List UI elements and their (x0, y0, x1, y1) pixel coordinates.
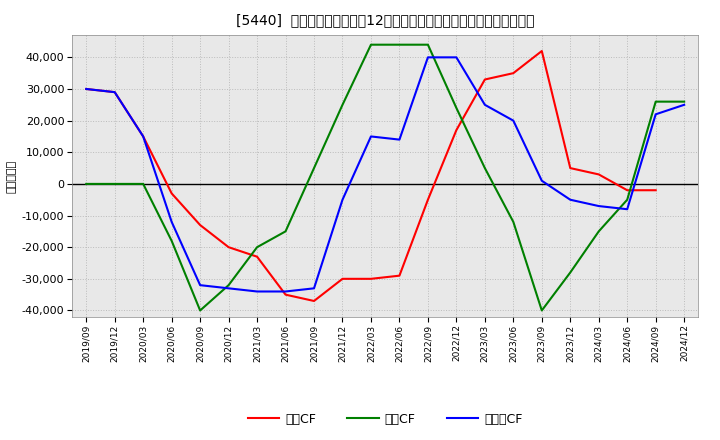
投資CF (225, 282, 233, 288)
営業CF (310, 298, 318, 304)
フリーCF (395, 137, 404, 142)
投資CF (480, 165, 489, 171)
フリーCF (139, 134, 148, 139)
投資CF (82, 181, 91, 187)
投資CF (423, 42, 432, 48)
営業CF (480, 77, 489, 82)
営業CF (82, 86, 91, 92)
営業CF (623, 187, 631, 193)
フリーCF (82, 86, 91, 92)
投資CF (139, 181, 148, 187)
投資CF (623, 197, 631, 202)
投資CF (338, 102, 347, 107)
営業CF (566, 165, 575, 171)
Title: [5440]  キャッシュフローの12か月移動合計の対前年同期増減額の推移: [5440] キャッシュフローの12か月移動合計の対前年同期増減額の推移 (236, 13, 534, 27)
営業CF (509, 70, 518, 76)
営業CF (225, 245, 233, 250)
営業CF (338, 276, 347, 282)
投資CF (366, 42, 375, 48)
フリーCF (480, 102, 489, 107)
フリーCF (509, 118, 518, 123)
Legend: 営業CF, 投資CF, フリーCF: 営業CF, 投資CF, フリーCF (243, 407, 528, 430)
営業CF (537, 48, 546, 54)
営業CF (395, 273, 404, 279)
投資CF (509, 219, 518, 224)
Y-axis label: （百万円）: （百万円） (6, 159, 16, 193)
営業CF (167, 191, 176, 196)
投資CF (282, 229, 290, 234)
営業CF (253, 254, 261, 259)
投資CF (452, 105, 461, 110)
フリーCF (282, 289, 290, 294)
フリーCF (537, 178, 546, 183)
フリーCF (652, 112, 660, 117)
フリーCF (566, 197, 575, 202)
投資CF (167, 238, 176, 243)
営業CF (139, 134, 148, 139)
投資CF (595, 229, 603, 234)
投資CF (566, 270, 575, 275)
営業CF (282, 292, 290, 297)
投資CF (253, 245, 261, 250)
投資CF (196, 308, 204, 313)
営業CF (452, 128, 461, 133)
フリーCF (423, 55, 432, 60)
投資CF (680, 99, 688, 104)
営業CF (110, 89, 119, 95)
営業CF (366, 276, 375, 282)
投資CF (537, 308, 546, 313)
営業CF (423, 197, 432, 202)
投資CF (652, 99, 660, 104)
フリーCF (595, 203, 603, 209)
フリーCF (310, 286, 318, 291)
フリーCF (338, 197, 347, 202)
投資CF (310, 165, 318, 171)
フリーCF (196, 282, 204, 288)
営業CF (196, 222, 204, 227)
フリーCF (680, 102, 688, 107)
フリーCF (452, 55, 461, 60)
Line: 投資CF: 投資CF (86, 45, 684, 311)
営業CF (595, 172, 603, 177)
フリーCF (225, 286, 233, 291)
Line: 営業CF: 営業CF (86, 51, 656, 301)
フリーCF (167, 219, 176, 224)
フリーCF (110, 89, 119, 95)
営業CF (652, 187, 660, 193)
フリーCF (253, 289, 261, 294)
フリーCF (366, 134, 375, 139)
フリーCF (623, 207, 631, 212)
投資CF (110, 181, 119, 187)
投資CF (395, 42, 404, 48)
Line: フリーCF: フリーCF (86, 57, 684, 291)
